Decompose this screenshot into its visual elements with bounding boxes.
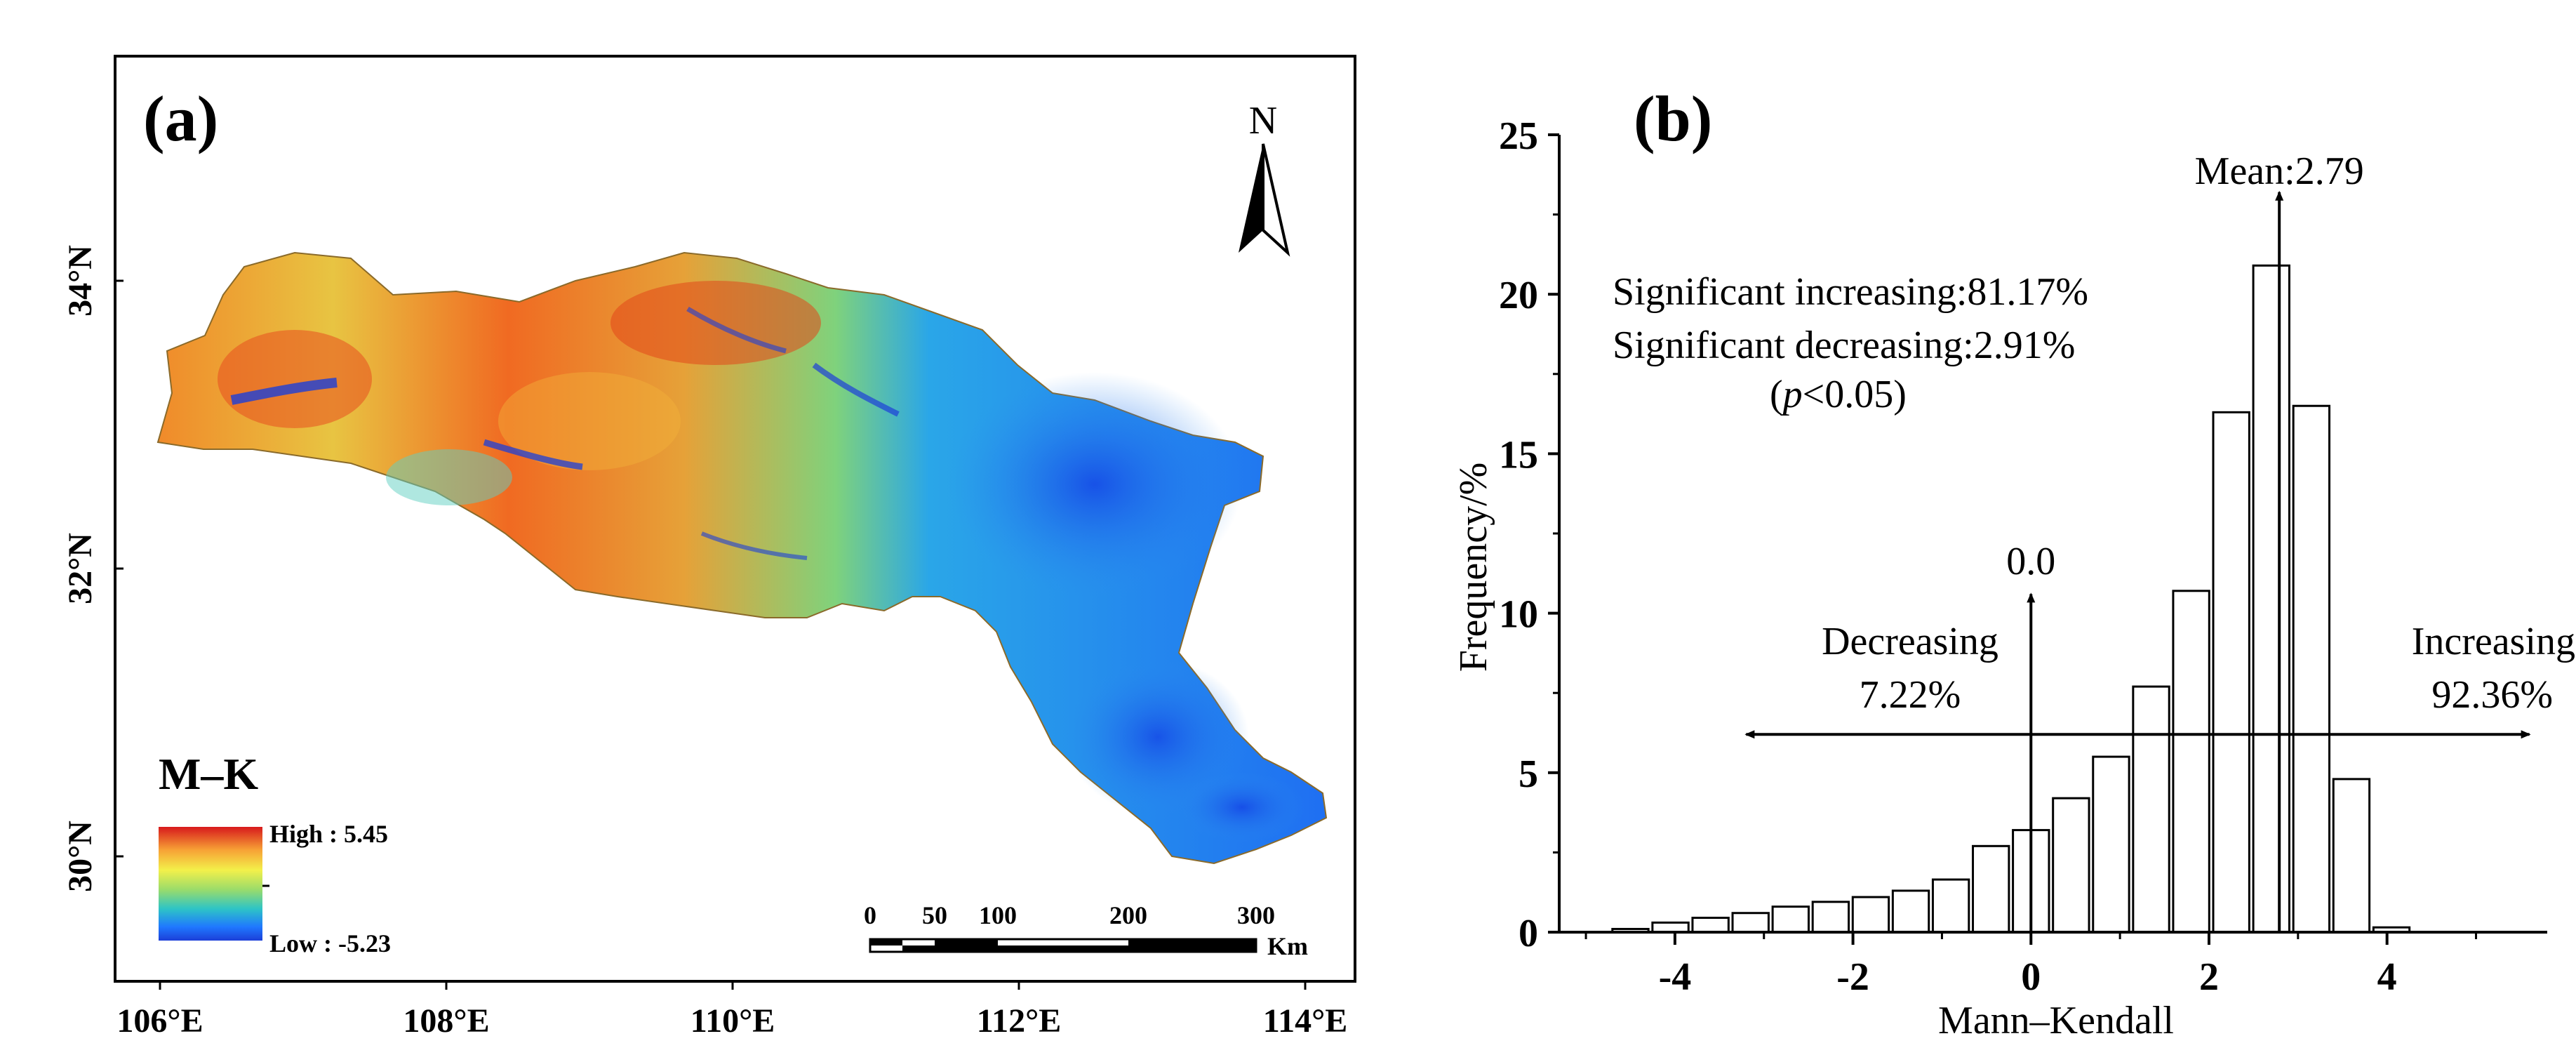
annotation-decreasing-value: 7.22% [1860, 673, 1961, 717]
y-tick-label: 20 [1499, 274, 1538, 317]
histogram-bar [2132, 685, 2170, 934]
lon-label: 112°E [977, 1002, 1062, 1040]
y-tick-label: 15 [1499, 433, 1538, 477]
y-tick-label: 0 [1519, 912, 1538, 955]
annotation-sig-increasing: Significant increasing:81.17% [1613, 270, 2088, 314]
histogram-bar [2332, 778, 2371, 934]
x-tick-label: -4 [1659, 955, 1692, 999]
basin-raster [156, 251, 1328, 865]
annotation-zero: 0.0 [2006, 540, 2055, 583]
histogram-bar [2212, 411, 2250, 934]
scale-tick: 200 [1109, 901, 1147, 929]
histogram-bar [2092, 755, 2130, 934]
panel-b-chart: (b) 0 5 10 15 20 25 -4 -2 0 2 4 Mann–Kendall Frequ… [1452, 83, 2575, 1042]
legend-color-bar [159, 827, 262, 941]
y-tick-label: 5 [1519, 752, 1538, 796]
histogram-bar [1972, 844, 2010, 934]
histogram-bar [1651, 921, 1690, 934]
panel-a-label: (a) [143, 83, 218, 154]
scale-bar: 0 50 100 200 300 Km [864, 901, 1308, 960]
annotation-increasing: Increasing [2412, 620, 2575, 663]
histogram-bar [1731, 912, 1770, 934]
histogram-bar [1931, 878, 1970, 934]
legend-low: Low : -5.23 [269, 929, 391, 957]
lon-labels: 106°E 108°E 110°E 112°E 114°E [116, 981, 1347, 1040]
histogram-bar [2052, 797, 2090, 934]
histogram-bar [1691, 917, 1730, 934]
lon-label: 110°E [690, 1002, 775, 1040]
lon-label: 108°E [403, 1002, 489, 1040]
north-arrow-icon: N [1239, 99, 1290, 257]
lat-labels: 34°N 32°N 30°N [62, 245, 124, 892]
lat-label: 30°N [62, 821, 99, 892]
north-label: N [1249, 99, 1277, 142]
annotation-mean: Mean:2.79 [2195, 150, 2364, 193]
scale-tick: 0 [864, 901, 876, 929]
lon-label: 114°E [1263, 1002, 1348, 1040]
panel-a-map: (a) N M–K High : 5.45 Low : -5.23 0 50 1… [62, 55, 1356, 1040]
histogram-bar [2292, 404, 2331, 934]
histogram-bar [1771, 905, 1810, 934]
histogram-bar [1851, 896, 1890, 934]
annotation-p-value: (p<0.05) [1770, 373, 1907, 416]
x-tick-label: 0 [2021, 955, 2041, 999]
lat-label: 34°N [62, 245, 99, 317]
x-tick-label: -2 [1836, 955, 1869, 999]
scale-tick: 100 [979, 901, 1017, 929]
lat-label: 32°N [62, 533, 99, 604]
legend-high: High : 5.45 [269, 820, 388, 848]
x-tick-label: 2 [2199, 955, 2219, 999]
histogram-bar [1811, 901, 1850, 934]
lon-label: 106°E [116, 1002, 203, 1040]
histogram-bar [2172, 590, 2210, 934]
x-axis-title: Mann–Kendall [1938, 999, 2174, 1042]
y-tick-label: 25 [1499, 114, 1538, 158]
scale-unit: Km [1267, 932, 1308, 960]
annotation-increasing-value: 92.36% [2431, 673, 2553, 717]
histogram-bar [1891, 889, 1930, 934]
x-tick-label: 4 [2377, 955, 2397, 999]
histogram-bar [2252, 264, 2290, 934]
annotation-decreasing: Decreasing [1822, 620, 1998, 663]
y-axis-title: Frequency/% [1452, 463, 1495, 672]
plot-area: 0 5 10 15 20 25 -4 -2 0 2 4 [1499, 114, 2547, 999]
y-tick-label: 10 [1499, 593, 1538, 637]
panel-b-label: (b) [1634, 83, 1712, 154]
scale-tick: 300 [1237, 901, 1275, 929]
annotation-sig-decreasing: Significant decreasing:2.91% [1613, 324, 2075, 367]
legend-title: M–K [159, 749, 258, 799]
scale-tick: 50 [922, 901, 947, 929]
